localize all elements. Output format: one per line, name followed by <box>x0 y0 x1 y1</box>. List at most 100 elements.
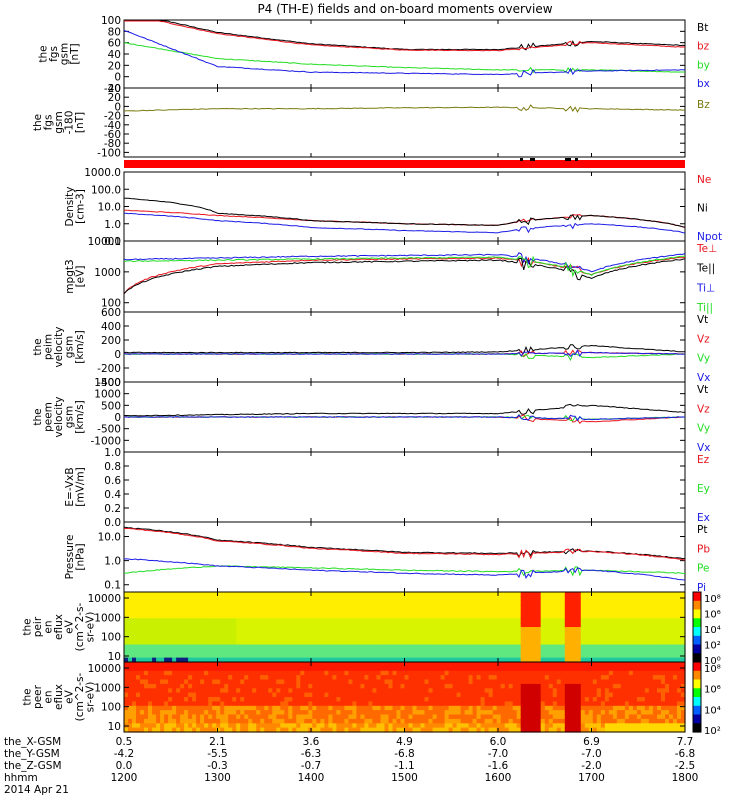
spec-cell <box>464 727 470 733</box>
spec-cell <box>400 648 406 654</box>
spec-cell <box>432 662 438 667</box>
spec-cell <box>132 631 137 637</box>
spec-cell <box>516 718 522 724</box>
spec-cell <box>452 640 458 646</box>
spec-cell <box>677 635 682 641</box>
spec-cell <box>600 697 606 702</box>
spec-cell <box>432 635 438 641</box>
spec-cell <box>677 653 682 659</box>
x-row-value: 6.0 <box>490 736 507 748</box>
spec-cell <box>440 718 446 724</box>
series-line-Vt <box>123 344 686 355</box>
spec-cell <box>508 627 514 632</box>
spec-cell <box>440 705 446 711</box>
spec-cell <box>260 662 265 667</box>
spec-cell <box>324 718 329 724</box>
spec-cell <box>160 640 165 646</box>
spec-cell <box>384 679 390 685</box>
spec-cell <box>516 697 522 702</box>
spec-cell <box>300 596 305 602</box>
spec-cell <box>360 675 365 681</box>
spec-cell <box>144 688 149 694</box>
spec-cell <box>224 727 229 733</box>
spec-cell <box>212 701 217 707</box>
spec-cell <box>372 618 377 624</box>
spec-cell <box>216 653 221 659</box>
spec-cell <box>132 727 137 733</box>
spec-cell <box>204 710 209 716</box>
spec-cell <box>304 670 309 676</box>
spec-cell <box>612 653 618 659</box>
spec-cell <box>176 688 181 694</box>
spec-cell <box>661 697 666 702</box>
spec-cell <box>248 705 253 711</box>
spec-cell <box>600 613 606 619</box>
spec-cell <box>576 662 582 667</box>
spec-cell <box>524 618 530 624</box>
spec-cell <box>184 627 189 632</box>
spec-cell <box>140 600 145 606</box>
spec-cell <box>540 609 546 615</box>
spec-cell <box>544 613 550 619</box>
spec-cell <box>644 710 650 716</box>
y-axis-label-line: sr-eV) <box>85 682 97 713</box>
x-row-value: -4.2 <box>114 748 135 760</box>
spec-cell <box>404 627 410 632</box>
spec-cell <box>276 701 281 707</box>
spec-cell <box>584 657 590 663</box>
spec-cell <box>280 627 285 632</box>
spec-cell <box>144 635 149 641</box>
spec-cell <box>596 666 602 672</box>
legend-entry: Vt <box>697 314 708 326</box>
spec-cell <box>128 662 133 667</box>
spec-cell <box>592 596 598 602</box>
spec-cell <box>460 627 466 632</box>
spec-cell <box>544 648 550 654</box>
spec-cell <box>552 666 558 672</box>
spec-cell <box>440 670 446 676</box>
spec-cell <box>652 670 658 676</box>
spec-cell <box>312 670 317 676</box>
spec-cell <box>677 710 682 716</box>
spec-cell <box>544 692 550 698</box>
chart-title: P4 (TH-E) fields and on-board moments ov… <box>257 2 552 16</box>
spec-cell <box>568 627 574 632</box>
spec-cell <box>312 592 317 597</box>
spec-cell <box>264 653 269 659</box>
spec-cell <box>496 596 502 602</box>
spec-cell <box>324 683 329 689</box>
spec-cell <box>500 600 506 606</box>
spec-cell <box>316 697 321 702</box>
spec-cell <box>244 670 249 676</box>
spec-cell <box>232 627 237 632</box>
spec-cell <box>520 640 526 646</box>
spec-cell <box>404 675 410 681</box>
spec-cell <box>592 592 598 597</box>
spec-cell <box>432 710 438 716</box>
spec-cell <box>564 635 570 641</box>
spec-cell <box>384 600 390 606</box>
spec-cell <box>596 679 602 685</box>
spec-cell <box>516 631 522 637</box>
spec-cell <box>600 596 606 602</box>
spec-cell <box>400 640 406 646</box>
spec-cell <box>588 635 594 641</box>
spec-cell <box>568 635 574 641</box>
spec-cell <box>344 605 349 611</box>
spec-cell <box>628 657 634 663</box>
spec-cell <box>412 657 418 663</box>
spec-cell <box>572 648 578 654</box>
spec-cell <box>240 653 245 659</box>
colorbar-band <box>693 697 701 707</box>
spec-cell <box>312 688 317 694</box>
spec-cell <box>640 600 646 606</box>
spec-cell <box>408 627 414 632</box>
spec-cell <box>204 666 209 672</box>
spec-cell <box>480 640 486 646</box>
spec-cell <box>324 692 329 698</box>
spec-cell <box>344 592 349 597</box>
spec-cell <box>232 592 237 597</box>
spec-cell <box>677 683 682 689</box>
spec-cell <box>244 618 249 624</box>
spec-cell <box>528 627 534 632</box>
